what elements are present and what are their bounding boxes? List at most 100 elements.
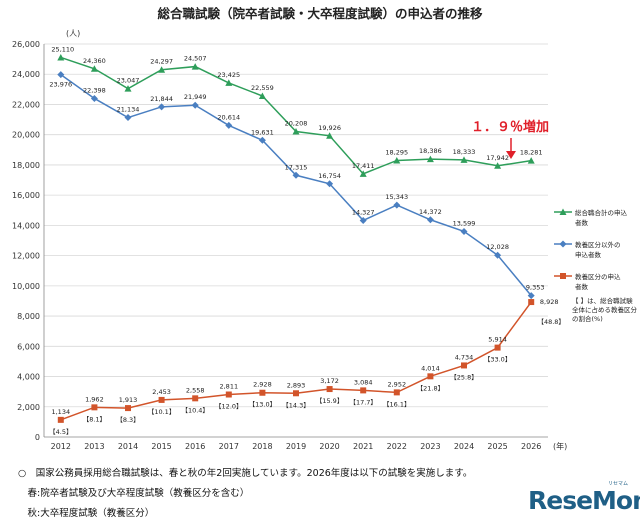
- x-tick-label: 2015: [151, 442, 171, 451]
- x-tick-label: 2012: [51, 442, 71, 451]
- square-marker: [528, 299, 535, 306]
- data-label: 24,297: [150, 58, 173, 66]
- y-tick-label: 6,000: [17, 342, 40, 351]
- diamond-marker: [191, 101, 199, 109]
- data-label: 21,949: [184, 93, 207, 101]
- legend-label: 教養区分の申込: [575, 272, 621, 281]
- data-label: 2,811: [219, 383, 238, 391]
- diamond-marker: [57, 71, 65, 79]
- data-label: 22,398: [83, 86, 106, 94]
- data-label: 2,893: [287, 381, 306, 389]
- square-marker: [494, 344, 501, 351]
- square-marker: [461, 362, 467, 369]
- data-label: 8,928: [540, 298, 559, 306]
- data-label: 14,372: [419, 208, 442, 216]
- data-labels: 25,110 24,360 23,047 24,297 24,507 23,425 22,5…: [49, 45, 565, 435]
- data-label: 13,599: [453, 219, 476, 227]
- series-layer: [57, 53, 535, 423]
- x-tick-label: 2026: [521, 442, 541, 451]
- y-unit-label: (人): [66, 29, 80, 38]
- y-tick-label: 10,000: [12, 282, 40, 291]
- diamond-marker: [460, 227, 468, 235]
- x-tick-label: 2019: [286, 442, 306, 451]
- ratio-label: 【16.1】: [383, 400, 410, 408]
- footnote-line: 秋:大卒程度試験（教養区分）: [18, 508, 155, 519]
- diamond-marker: [393, 201, 401, 209]
- data-label: 19,631: [251, 128, 274, 136]
- legend-label: 教養区分以外の: [575, 240, 621, 249]
- diamond-marker: [326, 180, 334, 188]
- logo-text: ReseMom: [528, 486, 640, 515]
- ratio-label: 【4.5】: [49, 428, 72, 436]
- y-tick-label: 22,000: [12, 100, 40, 109]
- square-marker: [293, 390, 299, 397]
- ratio-label: 【48.8】: [537, 318, 564, 326]
- triangle-marker: [258, 92, 266, 100]
- data-label: 23,976: [49, 81, 72, 89]
- ratio-label: 【33.0】: [484, 356, 511, 364]
- triangle-marker: [225, 79, 233, 86]
- data-label: 14,327: [352, 208, 375, 216]
- data-label: 9,353: [526, 284, 545, 292]
- data-label: 1,913: [119, 396, 138, 404]
- diamond-marker: [292, 171, 300, 179]
- data-label: 4,014: [421, 364, 440, 372]
- data-label: 2,453: [152, 388, 171, 396]
- x-tick-label: 2017: [219, 442, 239, 451]
- ratio-label: 【25.8】: [450, 373, 477, 381]
- legend-label: 者数: [575, 282, 589, 291]
- ratio-note: 全体に占める教養区分: [572, 305, 638, 314]
- data-label: 18,281: [520, 149, 543, 157]
- square-marker: [192, 395, 199, 402]
- footnote-line: 春:院卒者試験及び大卒程度試験（教養区分を含む）: [18, 488, 250, 499]
- y-tick-label: 2,000: [17, 403, 40, 412]
- data-label: 21,134: [117, 106, 140, 114]
- square-marker: [393, 389, 400, 396]
- x-tick-label: 2024: [454, 442, 474, 451]
- x-unit-label: (年): [553, 441, 567, 451]
- data-label: 21,844: [150, 95, 173, 103]
- square-marker: [560, 273, 566, 279]
- ratio-label: 【10.4】: [181, 406, 208, 414]
- square-marker: [427, 373, 434, 380]
- axes: 0 2,000 4,000 6,000 8,000 10,000 12,000 14,000 1…: [12, 40, 541, 451]
- square-marker: [158, 396, 165, 403]
- data-label: 17,411: [352, 162, 375, 170]
- ratio-label: 【13.0】: [249, 401, 276, 409]
- grid-lines: [44, 43, 548, 438]
- x-tick-label: 2025: [487, 442, 507, 451]
- data-label: 1,962: [85, 395, 104, 403]
- x-tick-label: 2016: [185, 442, 205, 451]
- triangle-marker: [292, 128, 300, 135]
- triangle-marker: [559, 208, 567, 215]
- ratio-label: 【15.9】: [316, 397, 343, 405]
- triangle-marker: [460, 156, 468, 163]
- series-3: [57, 299, 535, 423]
- triangle-marker: [527, 157, 535, 164]
- square-marker: [225, 391, 232, 398]
- ratio-label: 【8.3】: [116, 416, 139, 424]
- data-label: 20,208: [285, 120, 308, 128]
- legend-label: 申込者数: [575, 250, 602, 259]
- legend-label: 者数: [575, 218, 589, 227]
- x-tick-label: 2014: [118, 442, 138, 451]
- square-marker: [91, 404, 98, 411]
- diamond-marker: [426, 216, 434, 224]
- square-marker: [326, 386, 333, 393]
- triangle-marker: [124, 85, 132, 92]
- data-label: 23,425: [217, 71, 240, 79]
- data-label: 2,928: [253, 381, 272, 389]
- y-tick-label: 24,000: [12, 70, 40, 79]
- data-label: 18,295: [385, 148, 408, 156]
- annotation: １．９％増加: [471, 119, 549, 159]
- line-chart: 総合職試験（院卒者試験・大卒程度試験）の申込者の推移 (人) (年) 0 2,00…: [12, 6, 638, 451]
- ratio-label: 【12.0】: [215, 403, 242, 411]
- diamond-marker: [359, 216, 367, 224]
- x-tick-label: 2013: [84, 442, 104, 451]
- footnotes: ○ 国家公務員採用総合職試験は、春と秋の年2回実施しています。2026年度は以下…: [18, 464, 518, 524]
- ratio-label: 【21.8】: [417, 384, 444, 392]
- x-tick-label: 2022: [387, 442, 407, 451]
- y-tick-label: 26,000: [12, 40, 40, 49]
- data-label: 5,914: [488, 336, 507, 344]
